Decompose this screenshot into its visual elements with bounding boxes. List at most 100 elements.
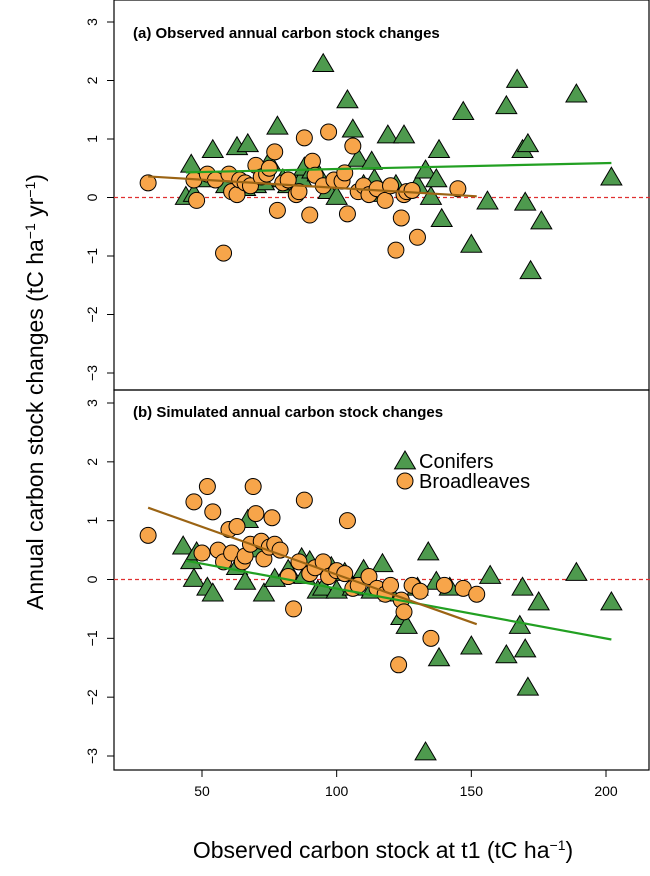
- data-point-conifer: [451, 100, 475, 120]
- data-point-broadleaf: [338, 512, 356, 530]
- data-point-conifer: [414, 159, 437, 179]
- data-point-conifer: [495, 94, 518, 115]
- data-point-conifer: [376, 124, 400, 144]
- data-point-conifer: [311, 52, 335, 73]
- y-tick-label: −1: [84, 248, 100, 264]
- data-point-broadleaf: [198, 478, 216, 496]
- data-point-conifer: [252, 582, 276, 602]
- fit-line-broadleaves: [148, 175, 477, 198]
- data-point-broadleaf: [247, 505, 265, 523]
- data-point-conifer: [392, 124, 416, 144]
- data-point-conifer: [233, 570, 257, 590]
- data-point-conifer: [511, 576, 534, 596]
- data-point-conifer: [505, 68, 529, 88]
- data-point-broadleaf: [449, 180, 467, 198]
- data-point-broadleaf: [390, 656, 408, 674]
- data-point-broadleaf: [215, 244, 233, 262]
- data-point-broadleaf: [260, 159, 278, 177]
- data-point-conifer: [516, 132, 540, 153]
- data-point-broadleaf: [360, 568, 378, 586]
- data-point-conifer: [236, 132, 260, 153]
- data-point-conifer: [419, 185, 443, 205]
- panel-title: (b) Simulated annual carbon stock change…: [133, 404, 443, 421]
- data-point-conifer: [201, 582, 225, 602]
- data-point-broadleaf: [290, 183, 308, 201]
- data-point-broadleaf: [263, 509, 281, 527]
- data-point-broadleaf: [188, 191, 206, 209]
- legend-label: Conifers: [419, 451, 493, 473]
- panel-observed: 3 2 1 0 −1 −2 −3 (a) Observed annual carbon sto…: [84, 0, 650, 391]
- data-point-conifer: [346, 147, 370, 167]
- legend-marker-conifers: [393, 450, 417, 470]
- data-point-broadleaf: [336, 164, 354, 182]
- data-point-conifer: [530, 210, 553, 230]
- data-point-broadleaf: [204, 503, 222, 521]
- data-point-conifer: [513, 191, 537, 211]
- x-axis-title: Observed carbon stock at t1 (tC ha−1): [193, 837, 573, 863]
- data-point-broadleaf: [295, 491, 313, 509]
- data-point-conifer: [430, 207, 454, 228]
- data-point-broadleaf: [403, 181, 421, 199]
- y-tick-label: −3: [84, 365, 100, 381]
- y-tick-label: −2: [84, 689, 100, 705]
- data-point-conifer: [460, 635, 483, 655]
- data-point-broadleaf: [139, 174, 157, 192]
- data-point-conifer: [600, 591, 623, 611]
- data-point-conifer: [460, 233, 483, 253]
- data-point-conifer: [416, 541, 440, 561]
- x-tick-label: 50: [194, 783, 210, 799]
- data-point-broadleaf: [338, 205, 356, 223]
- data-point-conifer: [424, 167, 448, 188]
- data-point-conifer: [427, 138, 451, 159]
- data-point-broadleaf: [376, 191, 394, 209]
- data-point-conifer: [182, 567, 206, 587]
- y-axis-title: Annual carbon stock changes (tC ha−1 yr−…: [22, 174, 48, 610]
- data-point-broadleaf: [395, 603, 413, 621]
- fit-line-broadleaves: [147, 506, 478, 626]
- fit-line-conifers: [185, 559, 612, 641]
- data-point-conifer: [476, 190, 499, 210]
- data-point-broadleaf: [422, 629, 440, 647]
- y-tick-label: 2: [84, 76, 100, 84]
- data-point-conifer: [565, 561, 588, 581]
- x-tick-label: 200: [594, 783, 618, 799]
- legend-label: Broadleaves: [419, 471, 530, 493]
- data-point-broadleaf: [301, 206, 319, 224]
- legend-marker-broadleaves: [396, 472, 414, 490]
- data-point-broadleaf: [244, 478, 262, 496]
- data-point-broadleaf: [411, 582, 429, 600]
- data-point-broadleaf: [387, 241, 405, 259]
- data-point-broadleaf: [320, 123, 338, 141]
- data-point-conifer: [336, 88, 359, 109]
- data-point-conifer: [516, 676, 540, 696]
- data-point-conifer: [395, 614, 419, 634]
- y-tick-label: −2: [84, 306, 100, 322]
- data-point-broadleaf: [408, 228, 426, 246]
- data-point-broadleaf: [303, 152, 321, 170]
- data-point-broadleaf: [468, 585, 486, 603]
- data-point-conifer: [427, 646, 451, 667]
- y-tick-label: 0: [84, 193, 100, 201]
- panel-title: (a) Observed annual carbon stock changes: [133, 25, 440, 42]
- x-tick-label: 150: [460, 783, 484, 799]
- data-point-conifer: [495, 643, 518, 664]
- y-tick-label: 1: [84, 517, 100, 525]
- data-point-conifer: [414, 741, 437, 761]
- data-point-broadleaf: [266, 143, 284, 161]
- data-point-conifer: [371, 552, 394, 573]
- y-tick-label: −1: [84, 630, 100, 646]
- data-point-conifer: [325, 185, 348, 205]
- series-broadleaves: [139, 123, 467, 262]
- data-point-conifer: [513, 638, 537, 658]
- fit-line-conifers: [185, 161, 612, 174]
- data-point-broadleaf: [344, 137, 362, 155]
- data-point-conifer: [527, 591, 550, 611]
- data-point-conifer: [171, 535, 195, 555]
- data-point-conifer: [600, 166, 623, 186]
- data-point-conifer: [478, 564, 502, 584]
- x-tick-label: 100: [325, 783, 349, 799]
- data-point-conifer: [341, 118, 365, 138]
- data-point-conifer: [565, 83, 588, 103]
